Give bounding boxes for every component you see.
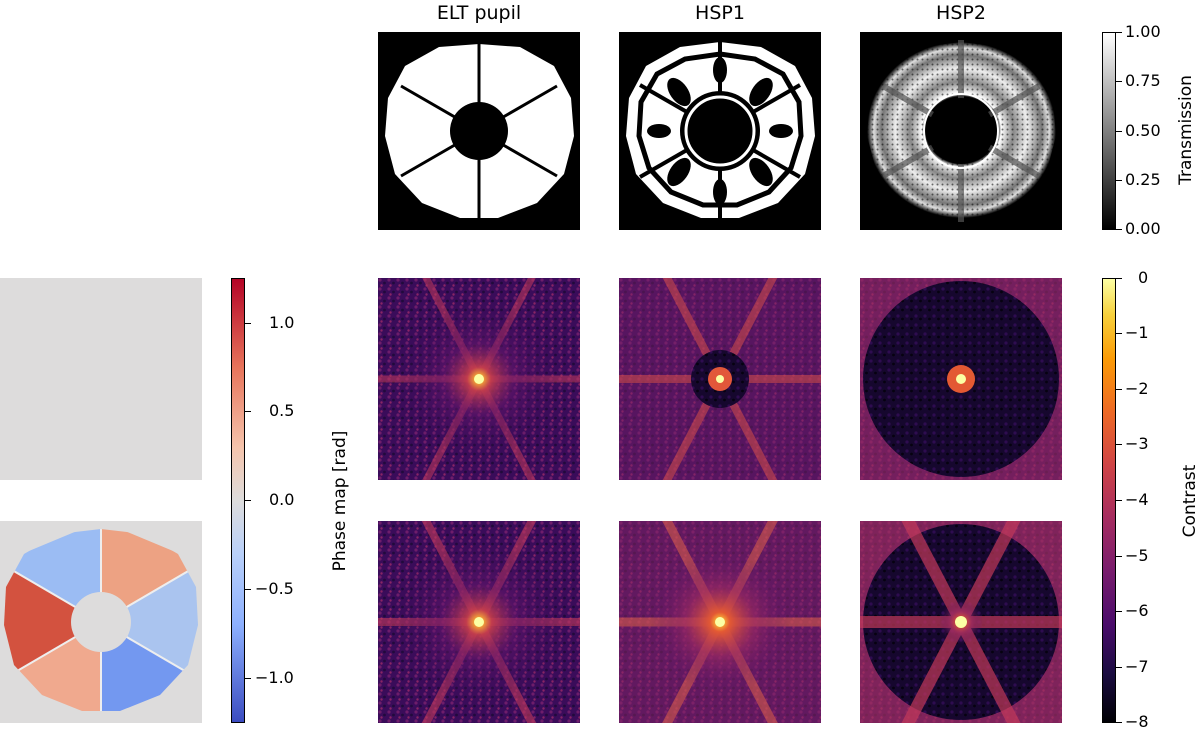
phase-tick-0: 0.0 — [269, 490, 295, 509]
psf-hsp1-aberrated — [619, 521, 821, 723]
phase-tick-05: 0.5 — [269, 401, 295, 420]
psf-elt-aberrated — [378, 521, 580, 723]
title-hsp2: HSP2 — [936, 2, 986, 24]
contrast-tick-m6: −6 — [1125, 601, 1149, 620]
transmission-tick-075: 0.75 — [1125, 71, 1161, 90]
hsp1-pupil-panel — [619, 32, 821, 230]
transmission-tick-1: 1.00 — [1125, 22, 1161, 41]
contrast-tick-m2: −2 — [1125, 379, 1149, 398]
phase-colorbar — [231, 278, 245, 723]
contrast-tick-0: 0 — [1138, 268, 1149, 287]
contrast-tick-m8: −8 — [1125, 712, 1149, 731]
transmission-colorbar — [1102, 32, 1116, 230]
psf-elt-flat — [378, 278, 580, 480]
transmission-tick-025: 0.25 — [1125, 170, 1161, 189]
psf-hsp2-flat — [860, 278, 1062, 480]
contrast-colorbar — [1102, 278, 1116, 723]
hsp2-pupil-panel — [860, 32, 1062, 230]
transmission-tick-0: 0.00 — [1125, 219, 1161, 238]
phase-tick-1: 1.0 — [269, 313, 295, 332]
contrast-tick-m7: −7 — [1125, 657, 1149, 676]
segmented-phase-panel — [0, 521, 202, 723]
title-hsp1: HSP1 — [695, 2, 745, 24]
transmission-label: Transmission — [1176, 75, 1196, 185]
contrast-label: Contrast — [1180, 464, 1200, 538]
contrast-tick-m1: −1 — [1125, 323, 1149, 342]
flat-phase-panel — [0, 278, 202, 480]
transmission-tick-05: 0.50 — [1125, 121, 1161, 140]
title-elt-pupil: ELT pupil — [436, 2, 522, 24]
phase-tick-m1: −1.0 — [255, 668, 294, 687]
phase-tick-m05: −0.5 — [255, 579, 294, 598]
phase-label: Phase map [rad] — [330, 430, 350, 572]
contrast-tick-m3: −3 — [1125, 434, 1149, 453]
contrast-tick-m5: −5 — [1125, 546, 1149, 565]
elt-pupil-panel — [378, 32, 580, 230]
contrast-tick-m4: −4 — [1125, 490, 1149, 509]
psf-hsp2-aberrated — [860, 521, 1062, 723]
psf-hsp1-flat — [619, 278, 821, 480]
